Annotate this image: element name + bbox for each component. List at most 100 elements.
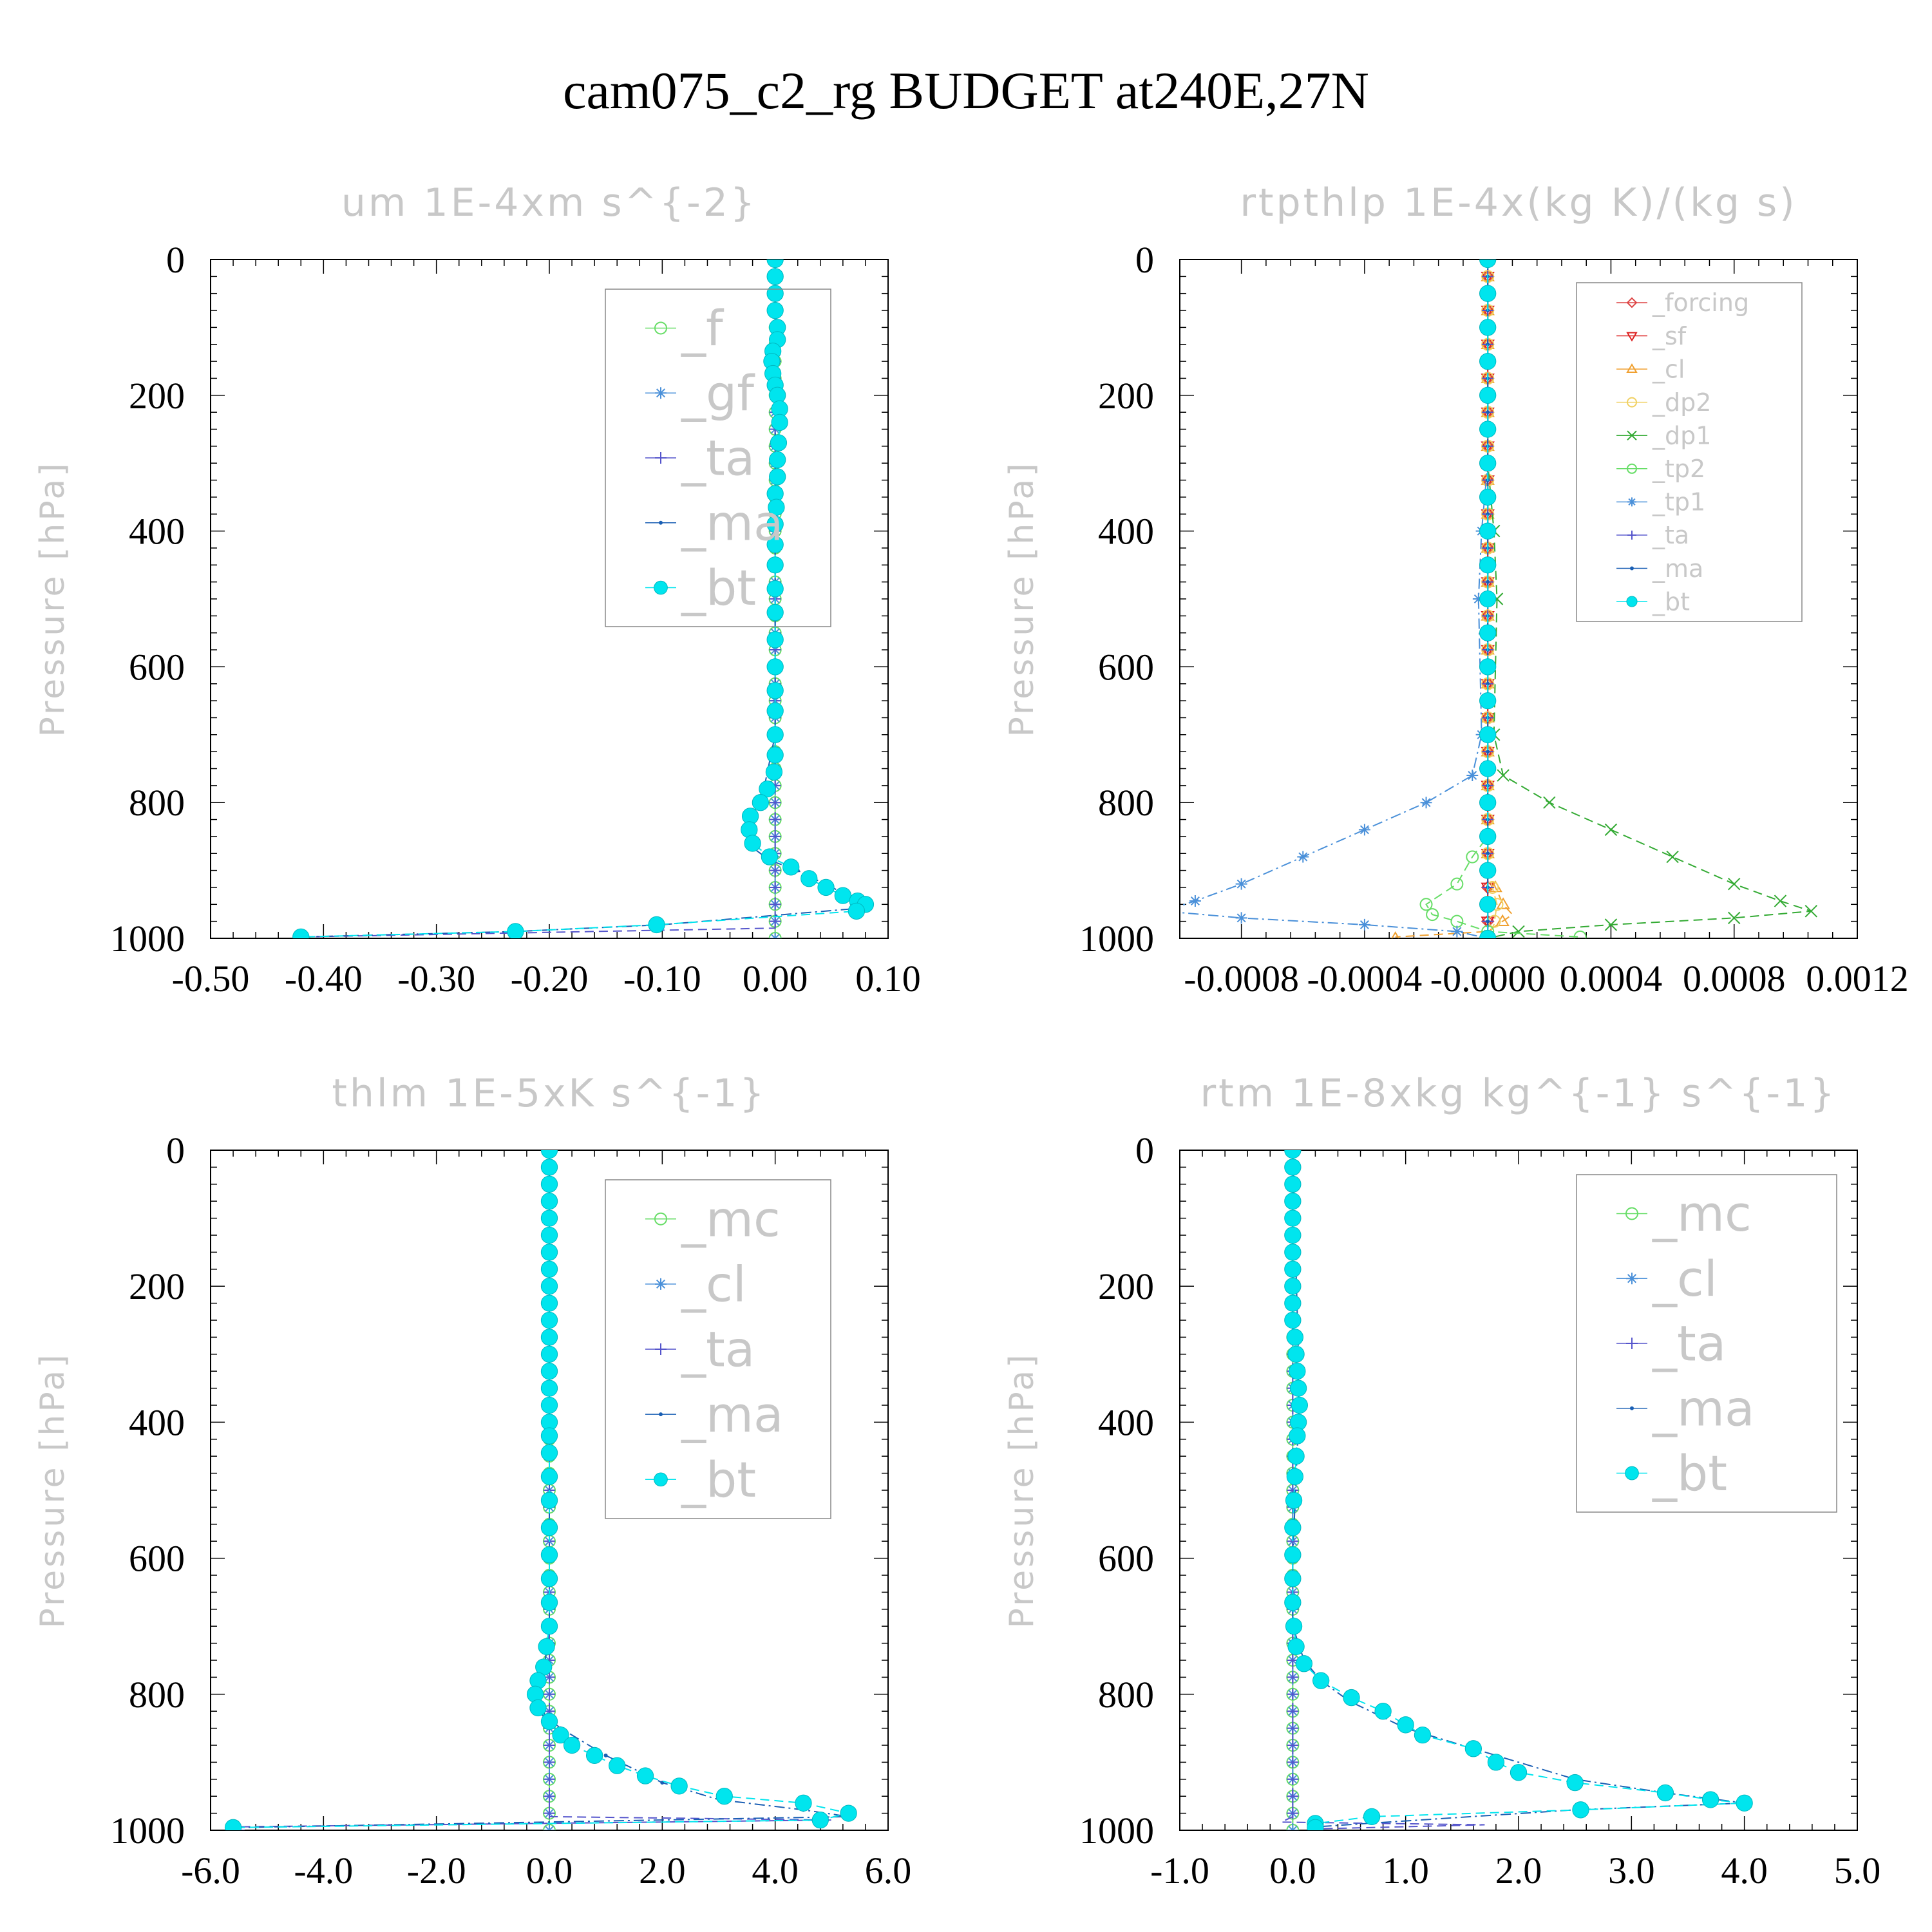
data-point <box>771 413 788 431</box>
data-point <box>769 813 781 826</box>
y-axis-label: Pressure [hPa] <box>1003 461 1041 737</box>
data-point <box>1566 1774 1584 1792</box>
plot-area <box>224 1150 857 1830</box>
data-point <box>1486 410 1490 415</box>
data-point <box>1284 1226 1302 1244</box>
y-tick-label: 800 <box>129 782 185 824</box>
data-point <box>1284 1209 1302 1227</box>
data-point <box>834 887 852 904</box>
legend-item: _tp2 <box>1616 455 1705 483</box>
legend-item: _sf <box>1616 322 1687 350</box>
legend-marker <box>655 387 667 399</box>
data-point <box>769 797 781 809</box>
legend-marker <box>1626 1338 1638 1349</box>
data-point <box>1486 580 1490 584</box>
series-line <box>1395 260 1513 938</box>
legend-marker <box>655 452 667 464</box>
data-point <box>759 780 776 798</box>
x-tick-label: -1.0 <box>1150 1850 1209 1891</box>
x-tick-label: 0.0008 <box>1683 958 1786 999</box>
y-tick-label: 0 <box>1135 1130 1154 1171</box>
data-point <box>1284 1546 1302 1564</box>
legend-marker <box>1627 430 1637 440</box>
data-point <box>648 916 665 934</box>
data-point <box>766 702 784 720</box>
data-point <box>1466 770 1479 782</box>
legend-label: _mc <box>681 1190 781 1247</box>
x-tick-label: -0.0008 <box>1184 958 1299 999</box>
legend-label: _dp1 <box>1652 422 1711 450</box>
data-point <box>848 902 866 920</box>
legend-item: _ta <box>1616 521 1689 549</box>
legend-label: _bt <box>681 559 756 616</box>
y-tick-label: 1000 <box>1079 1810 1154 1852</box>
data-point <box>540 1618 558 1635</box>
data-point <box>1486 681 1490 686</box>
data-point <box>1287 1345 1305 1363</box>
data-point <box>1286 1468 1303 1486</box>
data-point <box>1297 851 1309 863</box>
legend-marker <box>1630 1406 1634 1410</box>
data-point <box>1486 851 1490 856</box>
legend-marker <box>659 1412 663 1417</box>
data-point <box>769 881 781 893</box>
legend-marker <box>1625 1466 1639 1481</box>
legend-marker <box>1626 332 1638 342</box>
y-tick-label: 0 <box>166 1130 185 1171</box>
legend-label: _forcing <box>1652 289 1749 317</box>
legend-label: _ma <box>1652 554 1703 583</box>
y-tick-label: 1000 <box>110 918 185 960</box>
data-point <box>1420 797 1432 809</box>
data-point <box>1287 1739 1299 1751</box>
legend: _mc _cl _ta _ma _bt <box>605 1179 831 1519</box>
legend-marker <box>654 580 668 595</box>
data-point <box>540 1294 558 1312</box>
data-point <box>1479 319 1497 336</box>
x-tick-label: 0.0 <box>1269 1850 1316 1891</box>
legend-label: _bt <box>1652 587 1690 616</box>
x-tick-label: 0.10 <box>855 958 921 999</box>
data-point <box>292 928 310 938</box>
data-point <box>540 1379 558 1397</box>
legend-item: _bt <box>645 1451 756 1508</box>
data-point <box>766 515 784 533</box>
data-point <box>1512 925 1525 938</box>
data-point <box>636 1767 654 1785</box>
legend-item: _cl <box>1616 355 1685 383</box>
panel-title: thlm 1E-5xK s^{-1} <box>332 1071 766 1116</box>
y-tick-label: 600 <box>1098 1538 1154 1580</box>
data-point <box>540 1492 558 1509</box>
data-point <box>744 835 761 852</box>
y-tick-label: 200 <box>129 1265 185 1307</box>
data-point <box>1479 522 1497 540</box>
series-line <box>233 1150 849 1828</box>
legend-label: _bt <box>1652 1444 1727 1502</box>
series-line <box>1487 260 1498 938</box>
series-line <box>1425 260 1580 938</box>
data-point <box>766 285 784 302</box>
data-point <box>769 468 786 486</box>
x-tick-label: 0.0012 <box>1806 958 1909 999</box>
legend: _forcing _sf _cl _dp2 _dp1 _tp2 _tp1 _ta _ma _bt <box>1576 282 1803 622</box>
legend-item: _ma <box>1616 554 1703 583</box>
data-point <box>1479 692 1497 710</box>
data-point <box>1472 593 1484 605</box>
legend-item: _tp1 <box>1616 488 1705 516</box>
data-point <box>1479 624 1497 641</box>
legend-marker <box>1626 297 1638 308</box>
data-point <box>1284 1150 1302 1159</box>
data-point <box>1479 794 1497 811</box>
data-point <box>540 1311 558 1329</box>
series-bt <box>292 260 875 938</box>
data-point <box>1479 929 1497 938</box>
data-point <box>544 1807 555 1819</box>
data-point <box>766 260 784 269</box>
data-point <box>1285 1492 1303 1509</box>
legend-label: _ma <box>681 494 784 551</box>
y-axis-label: Pressure [hPa] <box>1003 1352 1041 1629</box>
data-point <box>1343 1689 1360 1707</box>
x-tick-label: 4.0 <box>1721 1850 1768 1891</box>
x-tick-label: 2.0 <box>639 1850 686 1891</box>
data-point <box>544 1756 555 1768</box>
legend-marker <box>1626 596 1638 607</box>
